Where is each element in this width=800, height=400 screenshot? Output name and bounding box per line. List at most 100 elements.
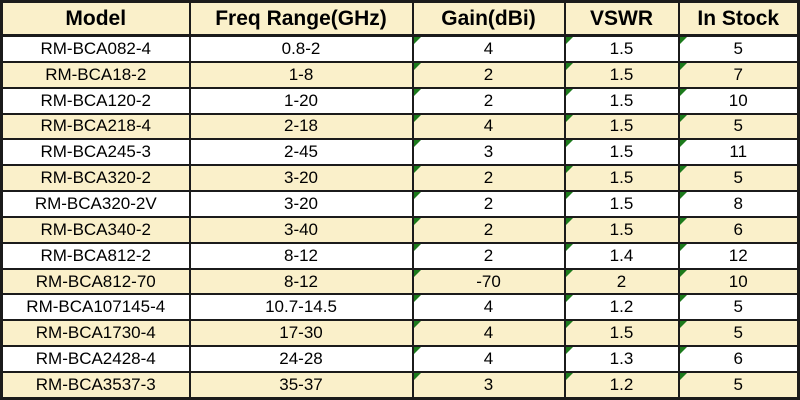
freq-range-value: 2-18 — [283, 116, 319, 136]
error-indicator-icon — [680, 244, 687, 251]
column-header-freq-range: Freq Range(GHz) — [188, 0, 414, 37]
model-value: RM-BCA120-2 — [40, 90, 152, 110]
vswr-value: 1.5 — [609, 38, 634, 58]
gain-cell: 4 — [411, 319, 566, 348]
gain-value: 4 — [483, 323, 494, 343]
table-row: RM-BCA2428-4 24-28 4 1.3 6 — [0, 345, 800, 373]
model-cell: RM-BCA340-2 — [0, 215, 191, 244]
gain-cell: 3 — [411, 138, 566, 167]
in-stock-value: 5 — [733, 297, 743, 317]
column-header-in-stock: In Stock — [677, 0, 800, 37]
table-row: RM-BCA082-4 0.8-2 4 1.5 5 — [0, 34, 800, 63]
error-indicator-icon — [566, 141, 573, 148]
freq-range-cell: 3-40 — [188, 215, 414, 244]
in-stock-value: 10 — [728, 90, 748, 110]
table-row: RM-BCA320-2V 3-20 2 1.5 8 — [0, 190, 800, 218]
gain-cell: 2 — [411, 86, 566, 115]
vswr-cell: 1.4 — [563, 241, 680, 270]
error-indicator-icon — [566, 218, 573, 225]
model-value: RM-BCA340-2 — [40, 219, 152, 239]
model-cell: RM-BCA245-3 — [0, 138, 191, 167]
freq-range-cell: 1-20 — [188, 86, 414, 115]
model-cell: RM-BCA218-4 — [0, 112, 191, 141]
error-indicator-icon — [414, 141, 421, 148]
vswr-cell: 1.5 — [563, 190, 680, 218]
in-stock-cell: 6 — [677, 345, 800, 373]
error-indicator-icon — [680, 373, 687, 380]
vswr-cell: 1.5 — [563, 215, 680, 244]
model-value: RM-BCA245-3 — [40, 142, 152, 162]
freq-range-cell: 10.7-14.5 — [188, 293, 414, 322]
vswr-value: 1.5 — [609, 142, 634, 162]
freq-range-cell: 24-28 — [188, 345, 414, 373]
in-stock-cell: 8 — [677, 190, 800, 218]
error-indicator-icon — [680, 218, 687, 225]
error-indicator-icon — [566, 193, 573, 200]
error-indicator-icon — [680, 348, 687, 355]
vswr-cell: 1.5 — [563, 60, 680, 89]
error-indicator-icon — [566, 270, 573, 277]
table-row: RM-BCA107145-4 10.7-14.5 4 1.2 5 — [0, 293, 800, 322]
error-indicator-icon — [680, 115, 687, 122]
model-value: RM-BCA812-2 — [40, 245, 152, 265]
gain-value: 3 — [483, 375, 494, 394]
freq-range-value: 2-45 — [283, 142, 319, 162]
freq-range-cell: 0.8-2 — [188, 34, 414, 63]
vswr-cell: 1.5 — [563, 112, 680, 141]
error-indicator-icon — [414, 322, 421, 329]
in-stock-value: 6 — [733, 349, 743, 369]
error-indicator-icon — [414, 218, 421, 225]
error-indicator-icon — [566, 37, 573, 44]
table-row: RM-BCA120-2 1-20 2 1.5 10 — [0, 86, 800, 115]
in-stock-value: 5 — [733, 116, 743, 136]
error-indicator-icon — [414, 296, 421, 303]
model-value: RM-BCA3537-3 — [35, 375, 156, 394]
freq-range-value: 1-20 — [283, 90, 319, 110]
vswr-cell: 2 — [563, 267, 680, 296]
model-cell: RM-BCA812-70 — [0, 267, 191, 296]
gain-cell: 2 — [411, 190, 566, 218]
error-indicator-icon — [414, 348, 421, 355]
gain-cell: 2 — [411, 164, 566, 193]
model-cell: RM-BCA320-2V — [0, 190, 191, 218]
in-stock-value: 6 — [733, 219, 743, 239]
vswr-value: 1.4 — [609, 245, 634, 265]
vswr-value: 1.5 — [609, 168, 634, 188]
gain-value: 3 — [483, 142, 494, 162]
gain-cell: 2 — [411, 60, 566, 89]
error-indicator-icon — [414, 115, 421, 122]
column-header-gain: Gain(dBi) — [411, 0, 566, 37]
freq-range-value: 10.7-14.5 — [265, 297, 337, 317]
in-stock-cell: 11 — [677, 138, 800, 167]
in-stock-value: 5 — [733, 38, 743, 58]
model-cell: RM-BCA3537-3 — [0, 371, 191, 400]
error-indicator-icon — [414, 193, 421, 200]
in-stock-cell: 5 — [677, 293, 800, 322]
vswr-value: 1.3 — [609, 349, 634, 369]
gain-value: 4 — [483, 38, 494, 58]
model-value: RM-BCA1730-4 — [35, 323, 156, 343]
gain-value: 2 — [483, 245, 494, 265]
freq-range-value: 3-40 — [283, 219, 319, 239]
gain-cell: 4 — [411, 293, 566, 322]
table-row: RM-BCA812-70 8-12 -70 2 10 — [0, 267, 800, 296]
vswr-value: 1.5 — [609, 219, 634, 239]
in-stock-value: 7 — [733, 64, 743, 84]
table-row: RM-BCA245-3 2-45 3 1.5 11 — [0, 138, 800, 167]
model-value: RM-BCA218-4 — [40, 116, 152, 136]
freq-range-value: 17-30 — [279, 323, 323, 343]
header-row: Model Freq Range(GHz) Gain(dBi) VSWR In … — [0, 0, 800, 37]
vswr-cell: 1.5 — [563, 86, 680, 115]
error-indicator-icon — [566, 373, 573, 380]
gain-value: 4 — [483, 116, 494, 136]
freq-range-value: 8-12 — [283, 271, 319, 291]
model-cell: RM-BCA812-2 — [0, 241, 191, 270]
vswr-value: 1.2 — [609, 297, 634, 317]
freq-range-cell: 3-20 — [188, 190, 414, 218]
vswr-value: 1.5 — [609, 64, 634, 84]
column-header-model: Model — [0, 0, 191, 37]
column-header-vswr: VSWR — [563, 0, 680, 37]
in-stock-cell: 12 — [677, 241, 800, 270]
error-indicator-icon — [566, 322, 573, 329]
